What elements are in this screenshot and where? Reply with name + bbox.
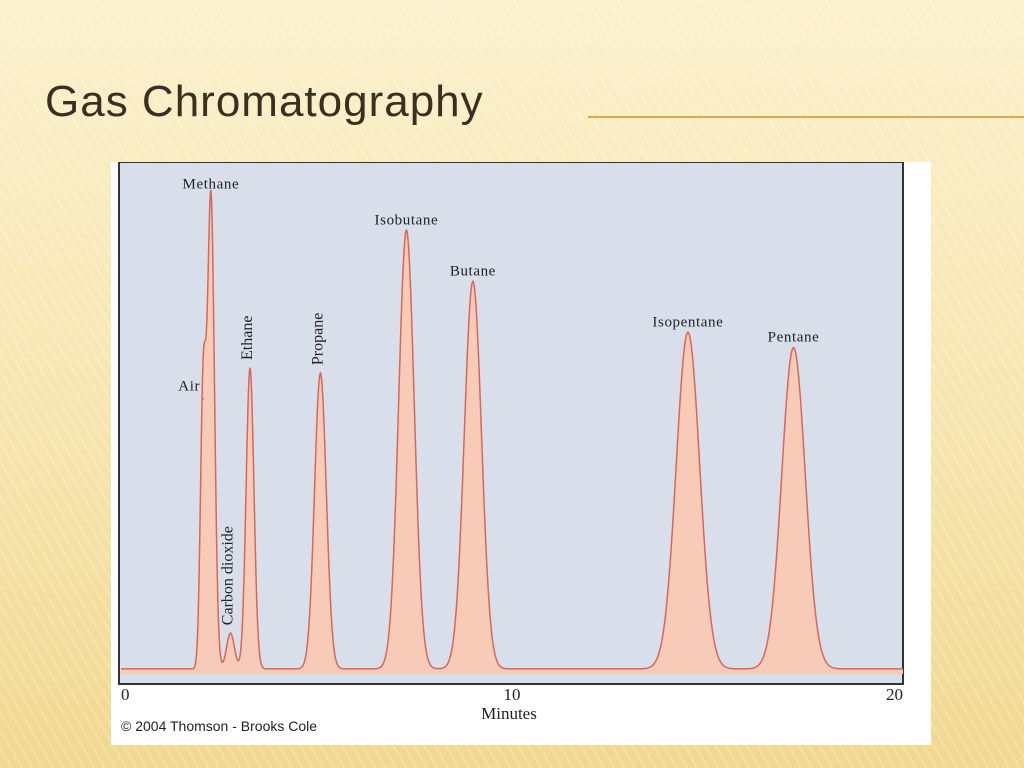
slide-title: Gas Chromatography [45,77,484,126]
peak-isopentane [687,331,689,334]
peak-label-isobutane: Isobutane [375,212,439,228]
peak-butane [472,280,474,283]
chromatogram-chart: Air Methane Carbon dioxide Ethane Propane Iso… [118,162,904,722]
title-underline [588,116,1024,118]
peak-label-pentane: Pentane [768,330,820,346]
peak-label-butane: Butane [450,263,496,279]
peak-propane [319,372,322,374]
signal-area [121,190,903,674]
chromatogram-figure: Air Methane Carbon dioxide Ethane Propane Iso… [111,162,931,745]
peak-label-isopentane: Isopentane [652,314,723,330]
peak-pentane [792,346,795,349]
peak-label-methane: Methane [183,177,240,193]
peak-air [202,397,204,400]
x-tick-label-20: 20 [886,685,903,704]
x-axis-title: Minutes [481,704,537,722]
x-tick-label-10: 10 [504,685,521,704]
peak-label-ethane: Ethane [239,316,256,360]
peak-carbon-dioxide [229,632,232,634]
peak-label-propane: Propane [309,313,326,365]
peak-label-carbon-dioxide: Carbon dioxide [220,526,237,625]
peak-isobutane [405,229,408,232]
peak-methane [210,193,212,196]
copyright-notice: © 2004 Thomson - Brooks Cole [121,718,318,734]
peak-ethane [249,367,251,369]
signal-trace [121,189,903,670]
x-tick-label-0: 0 [121,685,130,704]
peak-label-air: Air [178,379,200,395]
